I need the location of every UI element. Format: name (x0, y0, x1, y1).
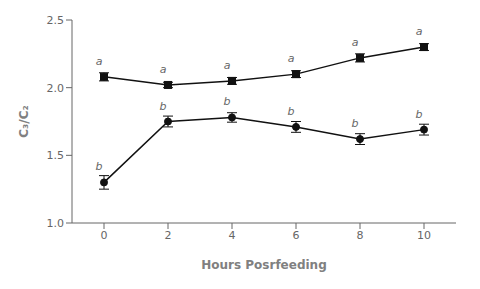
svg-text:2: 2 (165, 229, 172, 242)
svg-text:b: b (288, 105, 295, 118)
svg-text:b: b (160, 100, 167, 113)
svg-text:a: a (288, 52, 295, 65)
svg-text:a: a (224, 59, 231, 72)
svg-text:4: 4 (229, 229, 236, 242)
svg-text:8: 8 (357, 229, 364, 242)
svg-text:a: a (352, 36, 359, 49)
svg-text:C₃/C₂: C₃/C₂ (17, 105, 31, 138)
svg-text:2.5: 2.5 (47, 14, 65, 27)
svg-text:b: b (96, 160, 103, 173)
svg-text:1.5: 1.5 (47, 149, 65, 162)
svg-text:Hours Posrfeeding: Hours Posrfeeding (201, 258, 327, 272)
svg-text:a: a (160, 63, 167, 76)
svg-text:a: a (416, 25, 423, 38)
svg-text:0: 0 (101, 229, 108, 242)
svg-text:1.0: 1.0 (47, 217, 65, 230)
svg-text:a: a (96, 55, 103, 68)
svg-text:10: 10 (417, 229, 431, 242)
svg-text:2.0: 2.0 (47, 82, 65, 95)
svg-text:b: b (416, 108, 423, 121)
svg-text:6: 6 (293, 229, 300, 242)
svg-text:b: b (224, 95, 231, 108)
svg-text:b: b (352, 117, 359, 130)
